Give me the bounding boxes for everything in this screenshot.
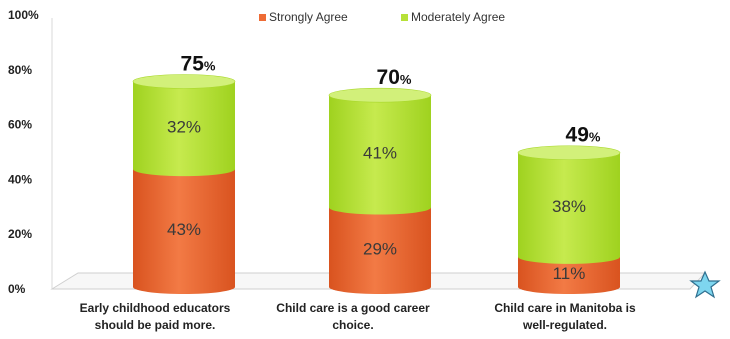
data-label-strongly-agree: 11%	[553, 264, 586, 283]
bar-segment-moderately-agree	[518, 152, 620, 264]
x-tick-label: well-regulated.	[522, 318, 607, 332]
legend-swatch-moderately-agree	[401, 14, 408, 21]
y-tick-label: 0%	[8, 282, 26, 296]
y-tick-label: 80%	[8, 63, 32, 77]
total-label: 75%	[181, 53, 216, 76]
y-tick-label: 20%	[8, 227, 32, 241]
bar-top-cap	[132, 74, 236, 89]
legend: Strongly Agree Moderately Agree	[259, 10, 505, 24]
data-label-strongly-agree: 43%	[167, 220, 201, 239]
data-label-strongly-agree: 29%	[363, 239, 397, 258]
bar-top-cap	[517, 145, 621, 161]
y-tick-label: 40%	[8, 172, 32, 186]
x-tick-label: should be paid more.	[95, 318, 216, 332]
total-label: 49%	[566, 124, 601, 147]
y-tick-label: 100%	[8, 8, 39, 22]
data-label-moderately-agree: 41%	[363, 143, 397, 162]
category-labels: Early childhood educators should be paid …	[80, 301, 636, 332]
bar-segment-moderately-agree	[133, 81, 235, 177]
y-axis-ticks: 0% 20% 40% 60% 80% 100%	[8, 8, 39, 296]
bar-segment-moderately-agree	[329, 95, 431, 215]
data-label-moderately-agree: 32%	[167, 117, 201, 136]
bars-group: 43% 32% 29% 41% 11% 38%	[132, 74, 621, 294]
bar-segment-strongly-agree	[518, 256, 620, 294]
x-tick-label: Child care is a good career	[276, 301, 430, 315]
x-tick-label: Child care in Manitoba is	[494, 301, 636, 315]
legend-label-strongly-agree: Strongly Agree	[269, 10, 348, 24]
data-label-moderately-agree: 38%	[552, 197, 586, 216]
x-tick-label: Early childhood educators	[80, 301, 231, 315]
y-tick-label: 60%	[8, 118, 32, 132]
star-icon	[689, 270, 721, 299]
totals-group: 75% 70% 49%	[181, 53, 601, 147]
legend-swatch-strongly-agree	[259, 14, 266, 21]
x-tick-label: choice.	[332, 318, 373, 332]
bar-segment-strongly-agree	[133, 169, 235, 294]
legend-label-moderately-agree: Moderately Agree	[411, 10, 505, 24]
bar-segment-strongly-agree	[329, 207, 431, 294]
bar-top-cap	[328, 87, 432, 103]
total-label: 70%	[377, 66, 412, 89]
